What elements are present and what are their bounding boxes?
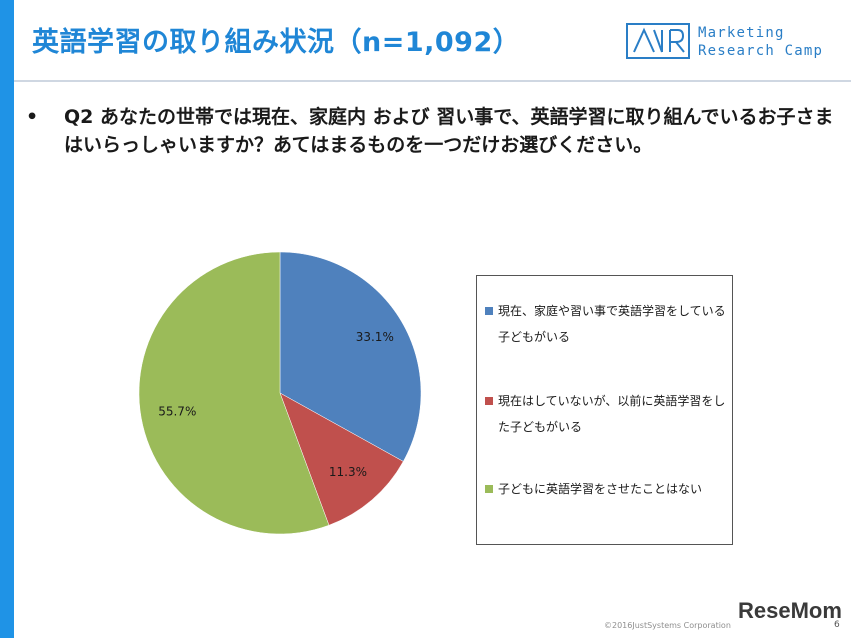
pie-slice-3: [138, 251, 330, 535]
pie-chart: 33.1% 11.3% 55.7%: [138, 251, 422, 535]
mrc-logo-icon: [626, 23, 690, 59]
chart-legend: 現在、家庭や習い事で英語学習をしている子どもがいる 現在はしていないが、以前に英語…: [476, 275, 733, 545]
bullet: •: [26, 106, 39, 128]
legend-swatch-3: [485, 485, 493, 493]
pie-data-label-3: 55.7%: [158, 404, 196, 418]
page-title: 英語学習の取り組み状況（n=1,092）: [32, 27, 521, 58]
logo-line-1: Marketing: [698, 25, 785, 41]
pie-slice-2: [279, 392, 404, 526]
logo-text: Marketing Research Camp: [698, 24, 823, 60]
legend-label-3: 子どもに英語学習をさせたことはない: [498, 482, 703, 496]
legend-swatch-1: [485, 307, 493, 315]
resemom-watermark: ReseMom: [738, 598, 842, 623]
left-accent-bar: [0, 0, 14, 638]
logo-line-2: Research Camp: [698, 43, 824, 59]
legend-swatch-2: [485, 397, 493, 405]
copyright-text: ©2016JustSystems Corporation: [604, 621, 731, 630]
header-divider: [14, 80, 851, 82]
pie-slice-1: [279, 251, 422, 462]
legend-label-2: 現在はしていないが、以前に英語学習をした子どもがいる: [498, 394, 726, 434]
legend-label-1: 現在、家庭や習い事で英語学習をしている子どもがいる: [498, 304, 726, 344]
pie-data-label-2: 11.3%: [329, 465, 367, 479]
page-number: 6: [834, 620, 840, 630]
slide-header: 英語学習の取り組み状況（n=1,092） Marketing Research …: [14, 0, 851, 82]
question-text: Q2 あなたの世帯では現在、家庭内 および 習い事で、英語学習に取り組んでいるお…: [64, 106, 834, 156]
brand-logo: Marketing Research Camp: [626, 22, 848, 64]
pie-data-label-1: 33.1%: [356, 330, 394, 344]
